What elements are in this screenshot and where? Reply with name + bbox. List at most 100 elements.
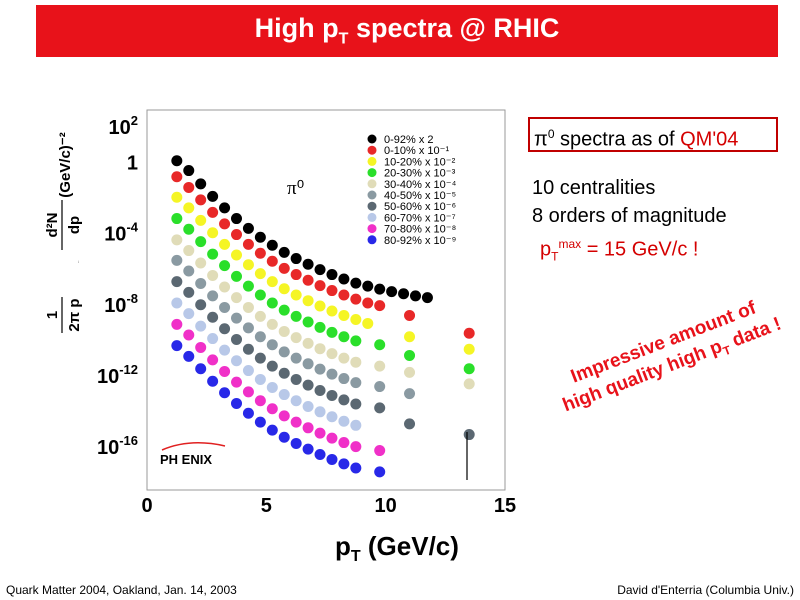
legend-label: 40-50% x 10⁻⁵ bbox=[384, 190, 456, 202]
y-tick-label: 10-4 bbox=[104, 220, 139, 246]
data-point bbox=[242, 259, 254, 271]
data-point bbox=[207, 333, 219, 345]
data-point bbox=[231, 292, 242, 304]
phenix-logo-arc bbox=[161, 442, 226, 451]
data-point bbox=[171, 155, 183, 167]
legend-marker bbox=[367, 156, 377, 166]
data-point bbox=[278, 283, 290, 295]
data-point bbox=[195, 194, 207, 206]
data-point bbox=[374, 402, 386, 414]
phenix-logo: PH ENIX bbox=[160, 452, 212, 467]
data-point bbox=[290, 289, 302, 301]
data-point bbox=[290, 395, 302, 407]
data-point bbox=[374, 445, 386, 457]
data-point bbox=[374, 300, 386, 312]
data-point bbox=[278, 410, 290, 422]
data-point bbox=[242, 238, 254, 250]
data-point bbox=[207, 206, 219, 218]
data-point bbox=[404, 349, 416, 361]
data-point bbox=[362, 297, 374, 309]
legend-label: 10-20% x 10⁻² bbox=[384, 156, 456, 168]
data-point bbox=[463, 429, 475, 441]
data-point bbox=[314, 300, 326, 312]
data-point bbox=[195, 341, 207, 353]
data-point bbox=[242, 343, 254, 355]
legend-marker bbox=[367, 145, 377, 155]
data-point bbox=[278, 246, 290, 258]
legend-label: 0-92% x 2 bbox=[384, 134, 434, 146]
data-point bbox=[278, 304, 290, 316]
legend-label: 60-70% x 10⁻⁷ bbox=[384, 212, 456, 224]
data-point bbox=[290, 269, 302, 281]
data-point bbox=[195, 363, 207, 375]
data-point bbox=[463, 363, 475, 375]
data-point bbox=[195, 214, 207, 226]
data-point bbox=[171, 171, 183, 183]
data-point bbox=[219, 344, 231, 356]
data-point bbox=[219, 301, 231, 313]
data-point bbox=[326, 305, 338, 317]
legend-label: 30-40% x 10⁻⁴ bbox=[384, 179, 457, 191]
data-point bbox=[254, 310, 266, 322]
data-point bbox=[338, 415, 350, 427]
legend-marker bbox=[367, 201, 377, 211]
data-point bbox=[326, 432, 338, 444]
data-point bbox=[326, 411, 338, 423]
data-point bbox=[254, 289, 266, 301]
y-tick-label: 10-16 bbox=[97, 433, 138, 459]
data-point bbox=[219, 281, 231, 293]
data-point bbox=[207, 190, 219, 202]
data-point bbox=[362, 280, 374, 292]
data-point bbox=[326, 389, 338, 401]
legend-label: 70-80% x 10⁻⁸ bbox=[384, 224, 456, 236]
data-point bbox=[404, 309, 416, 321]
data-point bbox=[338, 394, 350, 406]
data-point bbox=[242, 407, 254, 419]
svg-text:2π p: 2π p bbox=[66, 298, 83, 331]
data-point bbox=[207, 290, 219, 302]
title-bar: High pT spectra @ RHIC bbox=[36, 5, 778, 57]
data-point bbox=[278, 389, 290, 401]
data-point bbox=[231, 213, 242, 225]
data-point bbox=[302, 337, 314, 349]
data-point bbox=[231, 270, 242, 282]
data-point bbox=[219, 365, 231, 377]
data-point bbox=[290, 373, 302, 385]
legend-marker bbox=[367, 168, 377, 178]
data-point bbox=[290, 310, 302, 322]
data-point bbox=[195, 236, 207, 248]
data-point bbox=[350, 377, 362, 389]
data-point bbox=[314, 280, 326, 292]
data-point bbox=[314, 406, 326, 418]
data-point bbox=[207, 227, 219, 239]
note-pt-max: pTmax = 15 GeV/c ! bbox=[540, 237, 699, 264]
y-tick-label: 102 bbox=[109, 113, 138, 139]
svg-text:(GeV/c)⁻²: (GeV/c)⁻² bbox=[57, 132, 74, 197]
title-prefix: High p bbox=[254, 13, 339, 43]
svg-text:1: 1 bbox=[44, 311, 61, 319]
data-point bbox=[290, 352, 302, 364]
data-point bbox=[171, 254, 183, 266]
data-point bbox=[171, 191, 183, 203]
data-point bbox=[219, 260, 231, 272]
data-point bbox=[183, 329, 195, 341]
data-point bbox=[374, 283, 386, 295]
data-point bbox=[338, 309, 350, 321]
data-point bbox=[231, 376, 242, 388]
x-axis-label: pT (GeV/c) bbox=[335, 531, 459, 565]
data-point bbox=[171, 318, 183, 330]
legend: 0-92% x 20-10% x 10⁻¹10-20% x 10⁻²20-30%… bbox=[367, 134, 457, 247]
data-point bbox=[231, 397, 242, 409]
data-point bbox=[266, 360, 278, 372]
data-point bbox=[195, 320, 207, 332]
y-tick-labels: 102 1 10-4 10-8 10-12 10-16 bbox=[97, 113, 139, 459]
data-point bbox=[302, 358, 314, 370]
info-middle: spectra as of bbox=[554, 128, 681, 151]
data-point bbox=[278, 431, 290, 443]
data-point bbox=[302, 443, 314, 455]
data-point bbox=[326, 269, 338, 281]
data-point bbox=[350, 419, 362, 431]
footer-author: David d'Enterria (Columbia Univ.) bbox=[617, 583, 794, 597]
data-point bbox=[254, 395, 266, 407]
data-point bbox=[302, 274, 314, 286]
